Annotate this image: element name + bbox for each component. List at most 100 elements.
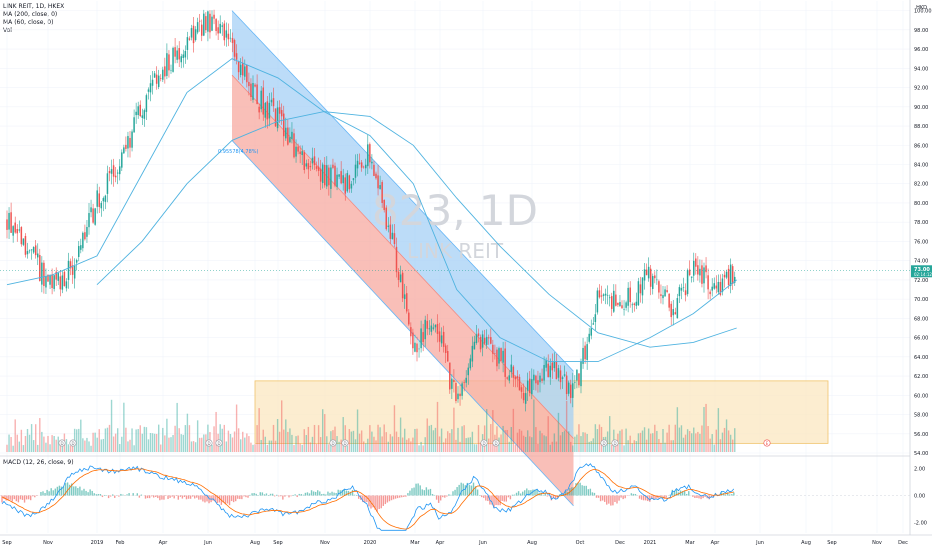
volume-bar <box>623 445 625 452</box>
candle-body <box>26 251 29 255</box>
candle-body <box>104 195 107 202</box>
candle-body <box>598 290 601 298</box>
volume-bar <box>457 427 459 452</box>
macd-histogram-bar <box>212 495 214 501</box>
candle-body <box>604 293 607 296</box>
macd-histogram-bar <box>702 495 704 499</box>
macd-histogram-bar <box>673 491 676 496</box>
candle-body <box>367 144 369 167</box>
candle-body <box>715 285 718 289</box>
volume-bar <box>141 433 143 452</box>
macd-histogram-bar <box>32 495 34 497</box>
volume-bar <box>426 418 428 452</box>
macd-histogram-bar <box>454 489 456 496</box>
candle-body <box>428 328 431 330</box>
candle-body <box>379 185 381 189</box>
candle-body <box>447 350 449 362</box>
macd-histogram-bar <box>109 495 112 497</box>
candle-body <box>442 331 445 347</box>
macd-histogram-bar <box>345 490 348 496</box>
macd-histogram-bar <box>185 495 188 500</box>
macd-histogram-bar <box>630 493 633 496</box>
macd-panel <box>0 463 910 531</box>
volume-bar <box>289 428 291 452</box>
volume-bar <box>272 424 275 452</box>
time-tick-label: Aug <box>250 540 260 546</box>
candle-body <box>149 83 152 93</box>
macd-histogram-bar <box>173 495 175 499</box>
volume-bar <box>387 441 389 452</box>
volume-bar <box>428 425 430 452</box>
macd-histogram-bar <box>237 495 239 499</box>
macd-histogram-bar <box>669 494 671 496</box>
volume-bar <box>563 430 566 452</box>
volume-bar <box>199 437 201 452</box>
macd-histogram-bar <box>407 493 409 496</box>
candle-body <box>369 144 371 163</box>
volume-bar <box>568 431 570 452</box>
time-tick-label: Jun <box>203 540 212 546</box>
candle-body <box>635 301 638 306</box>
candle-body <box>160 78 162 79</box>
macd-histogram-bar <box>417 483 419 496</box>
macd-histogram-bar <box>661 495 663 497</box>
volume-bar <box>168 437 170 452</box>
volume-bar <box>174 425 176 452</box>
macd-histogram-bar <box>384 495 387 505</box>
candle-body <box>287 127 289 145</box>
candle-body <box>533 374 535 381</box>
macd-histogram-bar <box>155 495 157 497</box>
macd-histogram-bar <box>202 495 204 502</box>
macd-histogram-bar <box>378 495 380 510</box>
volume-bar <box>139 425 141 452</box>
volume-bar <box>586 433 588 452</box>
volume-bar <box>395 431 398 452</box>
volume-bar <box>527 430 529 452</box>
volume-bar <box>381 436 383 452</box>
candle-body <box>235 53 238 60</box>
macd-histogram-bar <box>640 495 643 500</box>
volume-bar <box>734 428 736 452</box>
candle-body <box>623 309 625 310</box>
volume-bar <box>41 431 43 452</box>
macd-histogram-bar <box>56 486 59 496</box>
macd-histogram-bar <box>542 494 544 496</box>
candle-body <box>293 133 295 158</box>
macd-histogram-bar <box>653 495 655 500</box>
volume-bar <box>479 442 482 452</box>
candle-body <box>531 379 533 395</box>
candle-body <box>393 233 396 245</box>
volume-bar <box>588 441 590 452</box>
volume-bar <box>680 425 683 452</box>
candle-body <box>391 232 394 240</box>
candle-body <box>106 173 109 194</box>
volume-bar <box>158 424 160 452</box>
volume-bar <box>358 433 361 452</box>
price-tick-label: 98.00 <box>914 28 928 34</box>
volume-bar <box>592 438 594 452</box>
candle-body <box>336 174 338 187</box>
volume-bar <box>666 432 668 452</box>
volume-bar <box>297 435 299 452</box>
macd-histogram-bar <box>729 494 731 496</box>
macd-histogram-bar <box>198 495 200 500</box>
candle-body <box>639 284 642 294</box>
volume-bar <box>51 435 53 452</box>
macd-histogram-bar <box>507 495 510 498</box>
price-tick-label: 94.00 <box>914 66 928 72</box>
macd-histogram-bar <box>11 495 13 502</box>
volume-bar <box>201 437 203 452</box>
macd-histogram-bar <box>501 495 503 501</box>
macd-histogram-bar <box>114 495 116 498</box>
candle-body <box>211 16 213 31</box>
volume-bar <box>418 445 420 452</box>
candle-body <box>252 83 254 100</box>
volume-bar <box>399 417 402 452</box>
volume-bar <box>307 426 310 452</box>
candle-body <box>125 144 127 149</box>
macd-histogram-bar <box>269 493 272 496</box>
macd-histogram-bar <box>665 495 667 498</box>
candle-body <box>492 344 494 354</box>
